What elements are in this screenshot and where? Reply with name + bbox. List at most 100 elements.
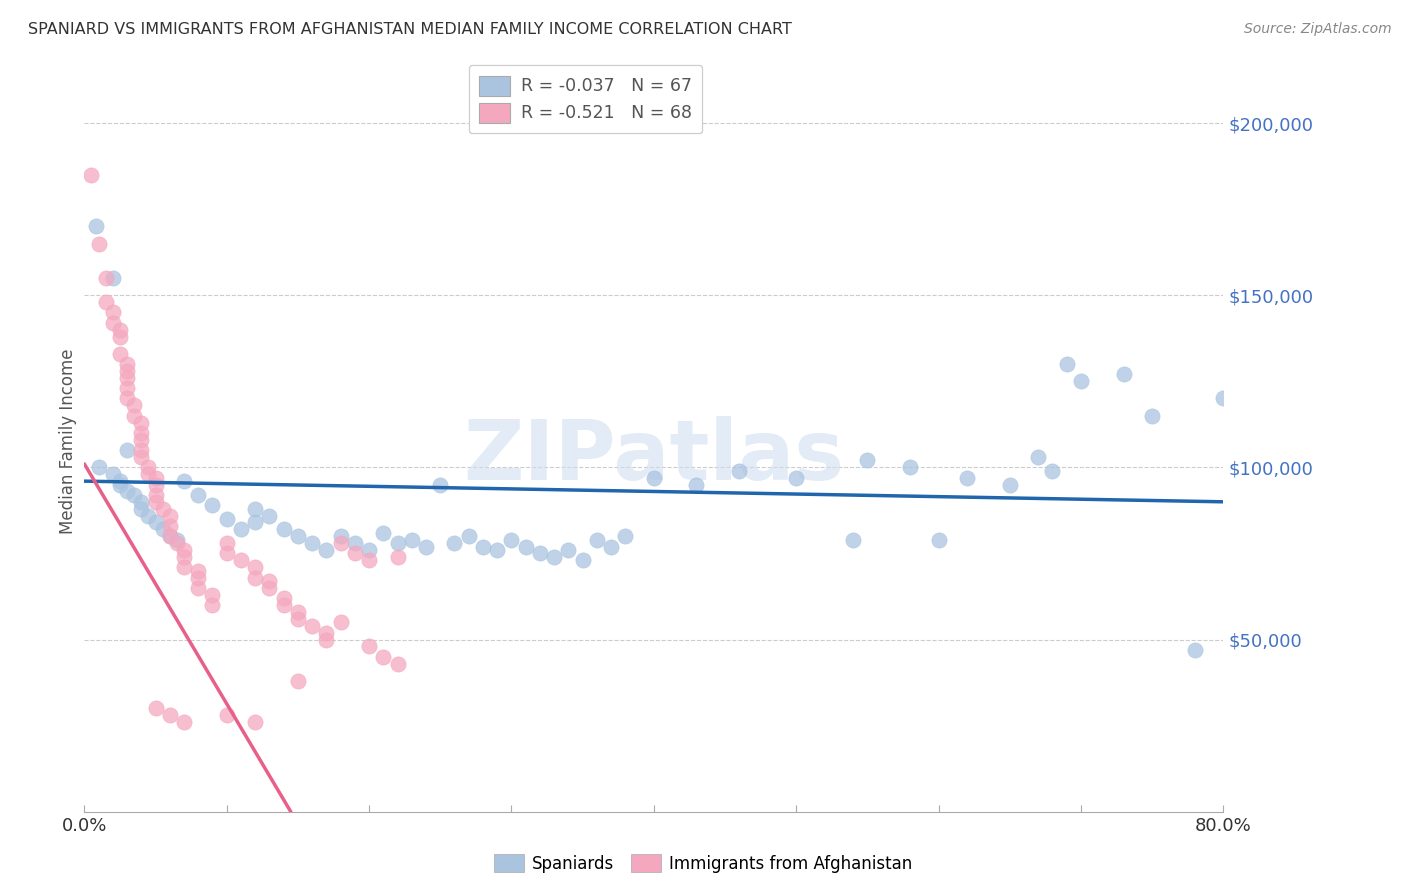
Point (87, 460, 110, 475)
Point (201, 598, 224, 612)
Text: ZIPatlas: ZIPatlas (464, 416, 844, 497)
Point (115, 371, 138, 385)
Point (187, 570, 209, 584)
Point (108, 347, 131, 361)
Text: Source: ZipAtlas.com: Source: ZipAtlas.com (1244, 22, 1392, 37)
Point (259, 508, 281, 523)
Point (1112, 368, 1135, 382)
Point (501, 533, 523, 547)
Point (387, 536, 409, 550)
Point (215, 708, 238, 723)
Point (145, 701, 167, 715)
Point (138, 460, 160, 475)
Point (159, 508, 181, 523)
Point (138, 508, 160, 523)
Point (131, 495, 153, 509)
Point (229, 553, 252, 567)
Point (1056, 357, 1078, 371)
Point (956, 471, 979, 485)
Point (1042, 464, 1064, 478)
Point (329, 529, 352, 543)
Point (122, 488, 145, 502)
Point (429, 477, 451, 491)
Point (415, 540, 437, 554)
Point (131, 433, 153, 447)
Point (1140, 409, 1163, 423)
Point (359, 553, 381, 567)
Point (728, 464, 751, 478)
Point (529, 546, 551, 560)
Point (215, 536, 238, 550)
Point (515, 540, 537, 554)
Point (273, 522, 295, 536)
Point (245, 715, 267, 730)
Point (643, 471, 665, 485)
Point (84, 219, 107, 234)
Point (287, 673, 309, 688)
Point (401, 533, 423, 547)
Point (108, 323, 131, 337)
Point (131, 450, 153, 464)
Point (131, 501, 153, 516)
Point (145, 516, 167, 530)
Point (173, 549, 195, 564)
Point (486, 543, 509, 558)
Point (1184, 643, 1206, 657)
Point (187, 564, 209, 578)
Point (115, 381, 138, 395)
Point (166, 533, 188, 547)
Point (159, 708, 181, 723)
Point (187, 488, 209, 502)
Point (287, 529, 309, 543)
Point (245, 560, 267, 574)
Point (201, 498, 224, 512)
Point (122, 409, 145, 423)
Point (387, 657, 409, 671)
Point (856, 453, 879, 467)
Point (1070, 374, 1092, 388)
Point (173, 715, 195, 730)
Point (343, 546, 366, 560)
Point (101, 271, 124, 285)
Point (287, 612, 309, 626)
Point (898, 460, 921, 475)
Point (273, 591, 295, 606)
Point (201, 588, 224, 602)
Point (329, 615, 352, 630)
Point (287, 605, 309, 619)
Point (472, 540, 495, 554)
Point (115, 357, 138, 371)
Point (457, 529, 479, 543)
Point (229, 522, 252, 536)
Point (131, 443, 153, 458)
Legend: R = -0.037   N = 67, R = -0.521   N = 68: R = -0.037 N = 67, R = -0.521 N = 68 (468, 65, 702, 133)
Point (173, 474, 195, 488)
Y-axis label: Median Family Income: Median Family Income (59, 349, 77, 534)
Point (557, 543, 579, 558)
Point (94, 271, 117, 285)
Point (842, 533, 865, 547)
Point (685, 477, 707, 491)
Point (152, 522, 174, 536)
Point (614, 529, 637, 543)
Point (138, 467, 160, 482)
Point (571, 553, 593, 567)
Point (173, 560, 195, 574)
Point (301, 536, 323, 550)
Point (245, 570, 267, 584)
Point (87, 236, 110, 251)
Point (94, 295, 117, 310)
Point (315, 543, 337, 558)
Point (145, 488, 167, 502)
Point (329, 536, 352, 550)
Point (373, 649, 395, 664)
Point (115, 484, 138, 499)
Point (131, 425, 153, 440)
Point (343, 536, 366, 550)
Point (315, 632, 337, 647)
Point (166, 536, 188, 550)
Point (159, 529, 181, 543)
Point (145, 495, 167, 509)
Point (301, 619, 323, 633)
Point (145, 477, 167, 491)
